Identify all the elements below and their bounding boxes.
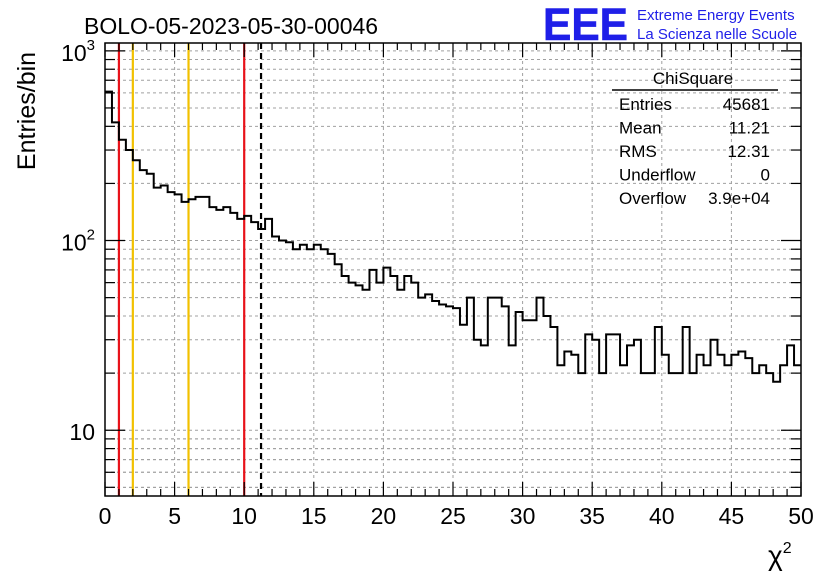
stats-row-label: RMS [619,142,657,161]
x-tick-label: 40 [649,503,675,529]
stats-row-label: Mean [619,119,662,138]
logo-subtitle-line1: Extreme Energy Events [637,7,795,24]
x-axis-title: χ2 [768,540,792,571]
stats-box: ChiSquare Entries 45681 Mean 11.21 RMS 12.31 U… [612,69,778,208]
stats-row-value: 12.31 [727,142,770,161]
stats-row-value: 0 [761,166,770,185]
histogram-series [105,90,801,383]
y-tick-labels: 10 102 103 [61,37,95,445]
stats-row-value: 45681 [723,95,770,114]
y-tick-label: 10 [69,419,95,445]
x-tick-label: 25 [440,503,466,529]
y-tick-label: 103 [61,37,95,66]
stats-row-label: Overflow [619,189,687,208]
stats-rows: Entries 45681 Mean 11.21 RMS 12.31 Underflow 0 O… [619,95,770,208]
x-tick-label: 30 [510,503,536,529]
grid [105,43,801,496]
y-axis-title: Entries/bin [13,52,41,170]
stats-row-label: Underflow [619,166,696,185]
stats-row-value: 3.9e+04 [708,189,770,208]
x-tick-label: 0 [99,503,112,529]
y-tick-label: 102 [61,227,95,256]
x-tick-label: 35 [579,503,605,529]
axis-ticks [104,43,802,496]
x-tick-label: 45 [719,503,745,529]
stats-title: ChiSquare [653,69,733,88]
vertical-markers [117,43,263,496]
stats-row-value: 11.21 [729,119,770,138]
logo-subtitle-line2: La Scienza nelle Scuole [637,26,797,43]
eee-logo: EEE [543,0,628,50]
x-tick-label: 20 [371,503,397,529]
run-title: BOLO-05-2023-05-30-00046 [84,13,378,39]
x-tick-label: 50 [788,503,814,529]
x-tick-label: 5 [168,503,181,529]
stats-row-label: Entries [619,95,672,114]
x-tick-labels: 0 5 10 15 20 25 30 35 40 45 50 [99,503,814,529]
x-tick-label: 15 [301,503,327,529]
x-tick-label: 10 [231,503,257,529]
